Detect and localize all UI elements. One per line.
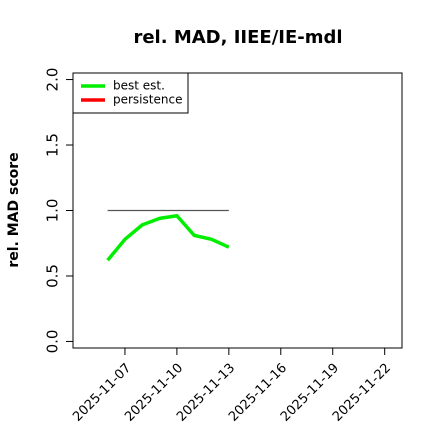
legend-label: persistence [113, 93, 182, 107]
y-tick-label: 1.0 [44, 199, 62, 223]
y-tick-label: 0.0 [44, 330, 62, 354]
legend-box [72, 72, 189, 114]
y-tick-label: 0.5 [44, 264, 62, 288]
y-axis-label: rel. MAD score [6, 152, 22, 267]
y-tick-label: 2.0 [44, 68, 62, 92]
chart-title: rel. MAD, IIEE/IE-mdl [133, 27, 342, 48]
y-tick-label: 1.5 [44, 133, 62, 157]
legend-label: best est. [113, 79, 165, 93]
series-line [106, 213, 230, 262]
